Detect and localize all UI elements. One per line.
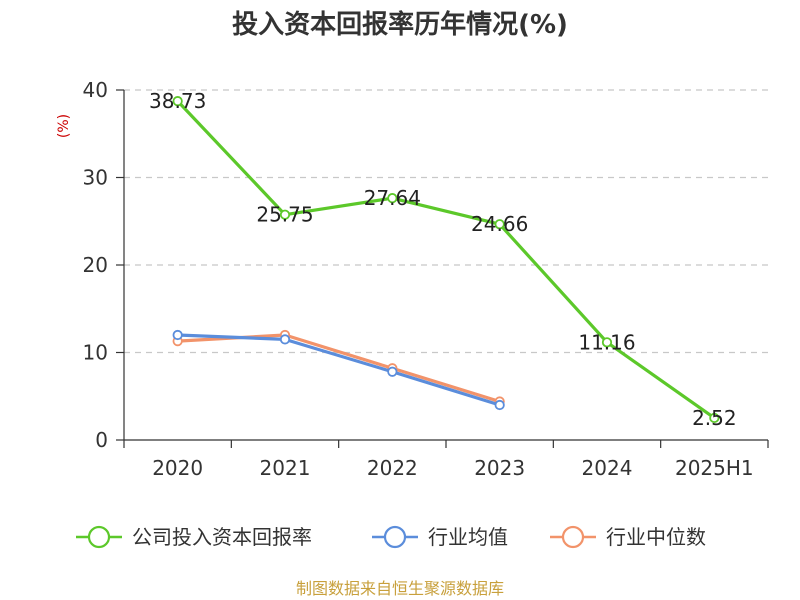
legend-label: 行业均值 bbox=[428, 525, 508, 549]
data-point bbox=[387, 193, 398, 204]
data-point bbox=[494, 219, 505, 230]
data-point bbox=[387, 366, 398, 377]
x-tick-label: 2025H1 bbox=[675, 456, 754, 480]
axes: 0 10 20 30 40 2020 2021 2022 2023 2024 2025H1 bbox=[83, 78, 769, 480]
data-point bbox=[601, 337, 613, 348]
series-lines bbox=[172, 96, 720, 424]
data-point bbox=[279, 209, 291, 220]
x-tick-label: 2021 bbox=[260, 456, 311, 480]
legend: 公司投入资本回报率 行业均值 行业中位数 bbox=[76, 525, 706, 549]
data-label: 11.16 bbox=[578, 330, 635, 354]
x-tick-label: 2020 bbox=[152, 456, 203, 480]
data-point bbox=[172, 96, 183, 107]
y-tick-label: 20 bbox=[83, 253, 108, 277]
source-note: 制图数据来自恒生聚源数据库 bbox=[296, 579, 504, 598]
data-label: 2.52 bbox=[692, 406, 737, 430]
legend-marker bbox=[383, 525, 407, 549]
y-tick-label: 0 bbox=[95, 428, 108, 452]
legend-label: 公司投入资本回报率 bbox=[132, 525, 312, 549]
data-point bbox=[709, 412, 720, 424]
x-tick-label: 2022 bbox=[367, 456, 418, 480]
y-tick-label: 30 bbox=[83, 166, 108, 190]
data-label: 25.75 bbox=[256, 203, 313, 227]
y-tick-label: 40 bbox=[83, 78, 108, 102]
y-axis-unit: (%) bbox=[56, 114, 72, 138]
legend-label: 行业中位数 bbox=[606, 525, 706, 549]
legend-marker bbox=[561, 525, 585, 549]
gridlines bbox=[124, 89, 768, 354]
data-label: 24.66 bbox=[471, 212, 528, 236]
x-tick-label: 2023 bbox=[474, 456, 525, 480]
data-point bbox=[494, 399, 505, 411]
chart-title: 投入资本回报率历年情况(%) bbox=[232, 9, 568, 40]
x-tick-label: 2024 bbox=[582, 456, 633, 480]
series-line bbox=[176, 99, 716, 420]
series-line bbox=[176, 333, 502, 407]
data-label: 38.73 bbox=[149, 89, 206, 113]
y-tick-label: 10 bbox=[83, 341, 108, 365]
data-point bbox=[172, 329, 183, 341]
data-point bbox=[279, 334, 291, 345]
data-label: 27.64 bbox=[364, 186, 421, 210]
legend-marker bbox=[87, 525, 111, 549]
data-labels: 38.73 25.75 27.64 24.66 11.16 2.52 bbox=[149, 89, 737, 430]
